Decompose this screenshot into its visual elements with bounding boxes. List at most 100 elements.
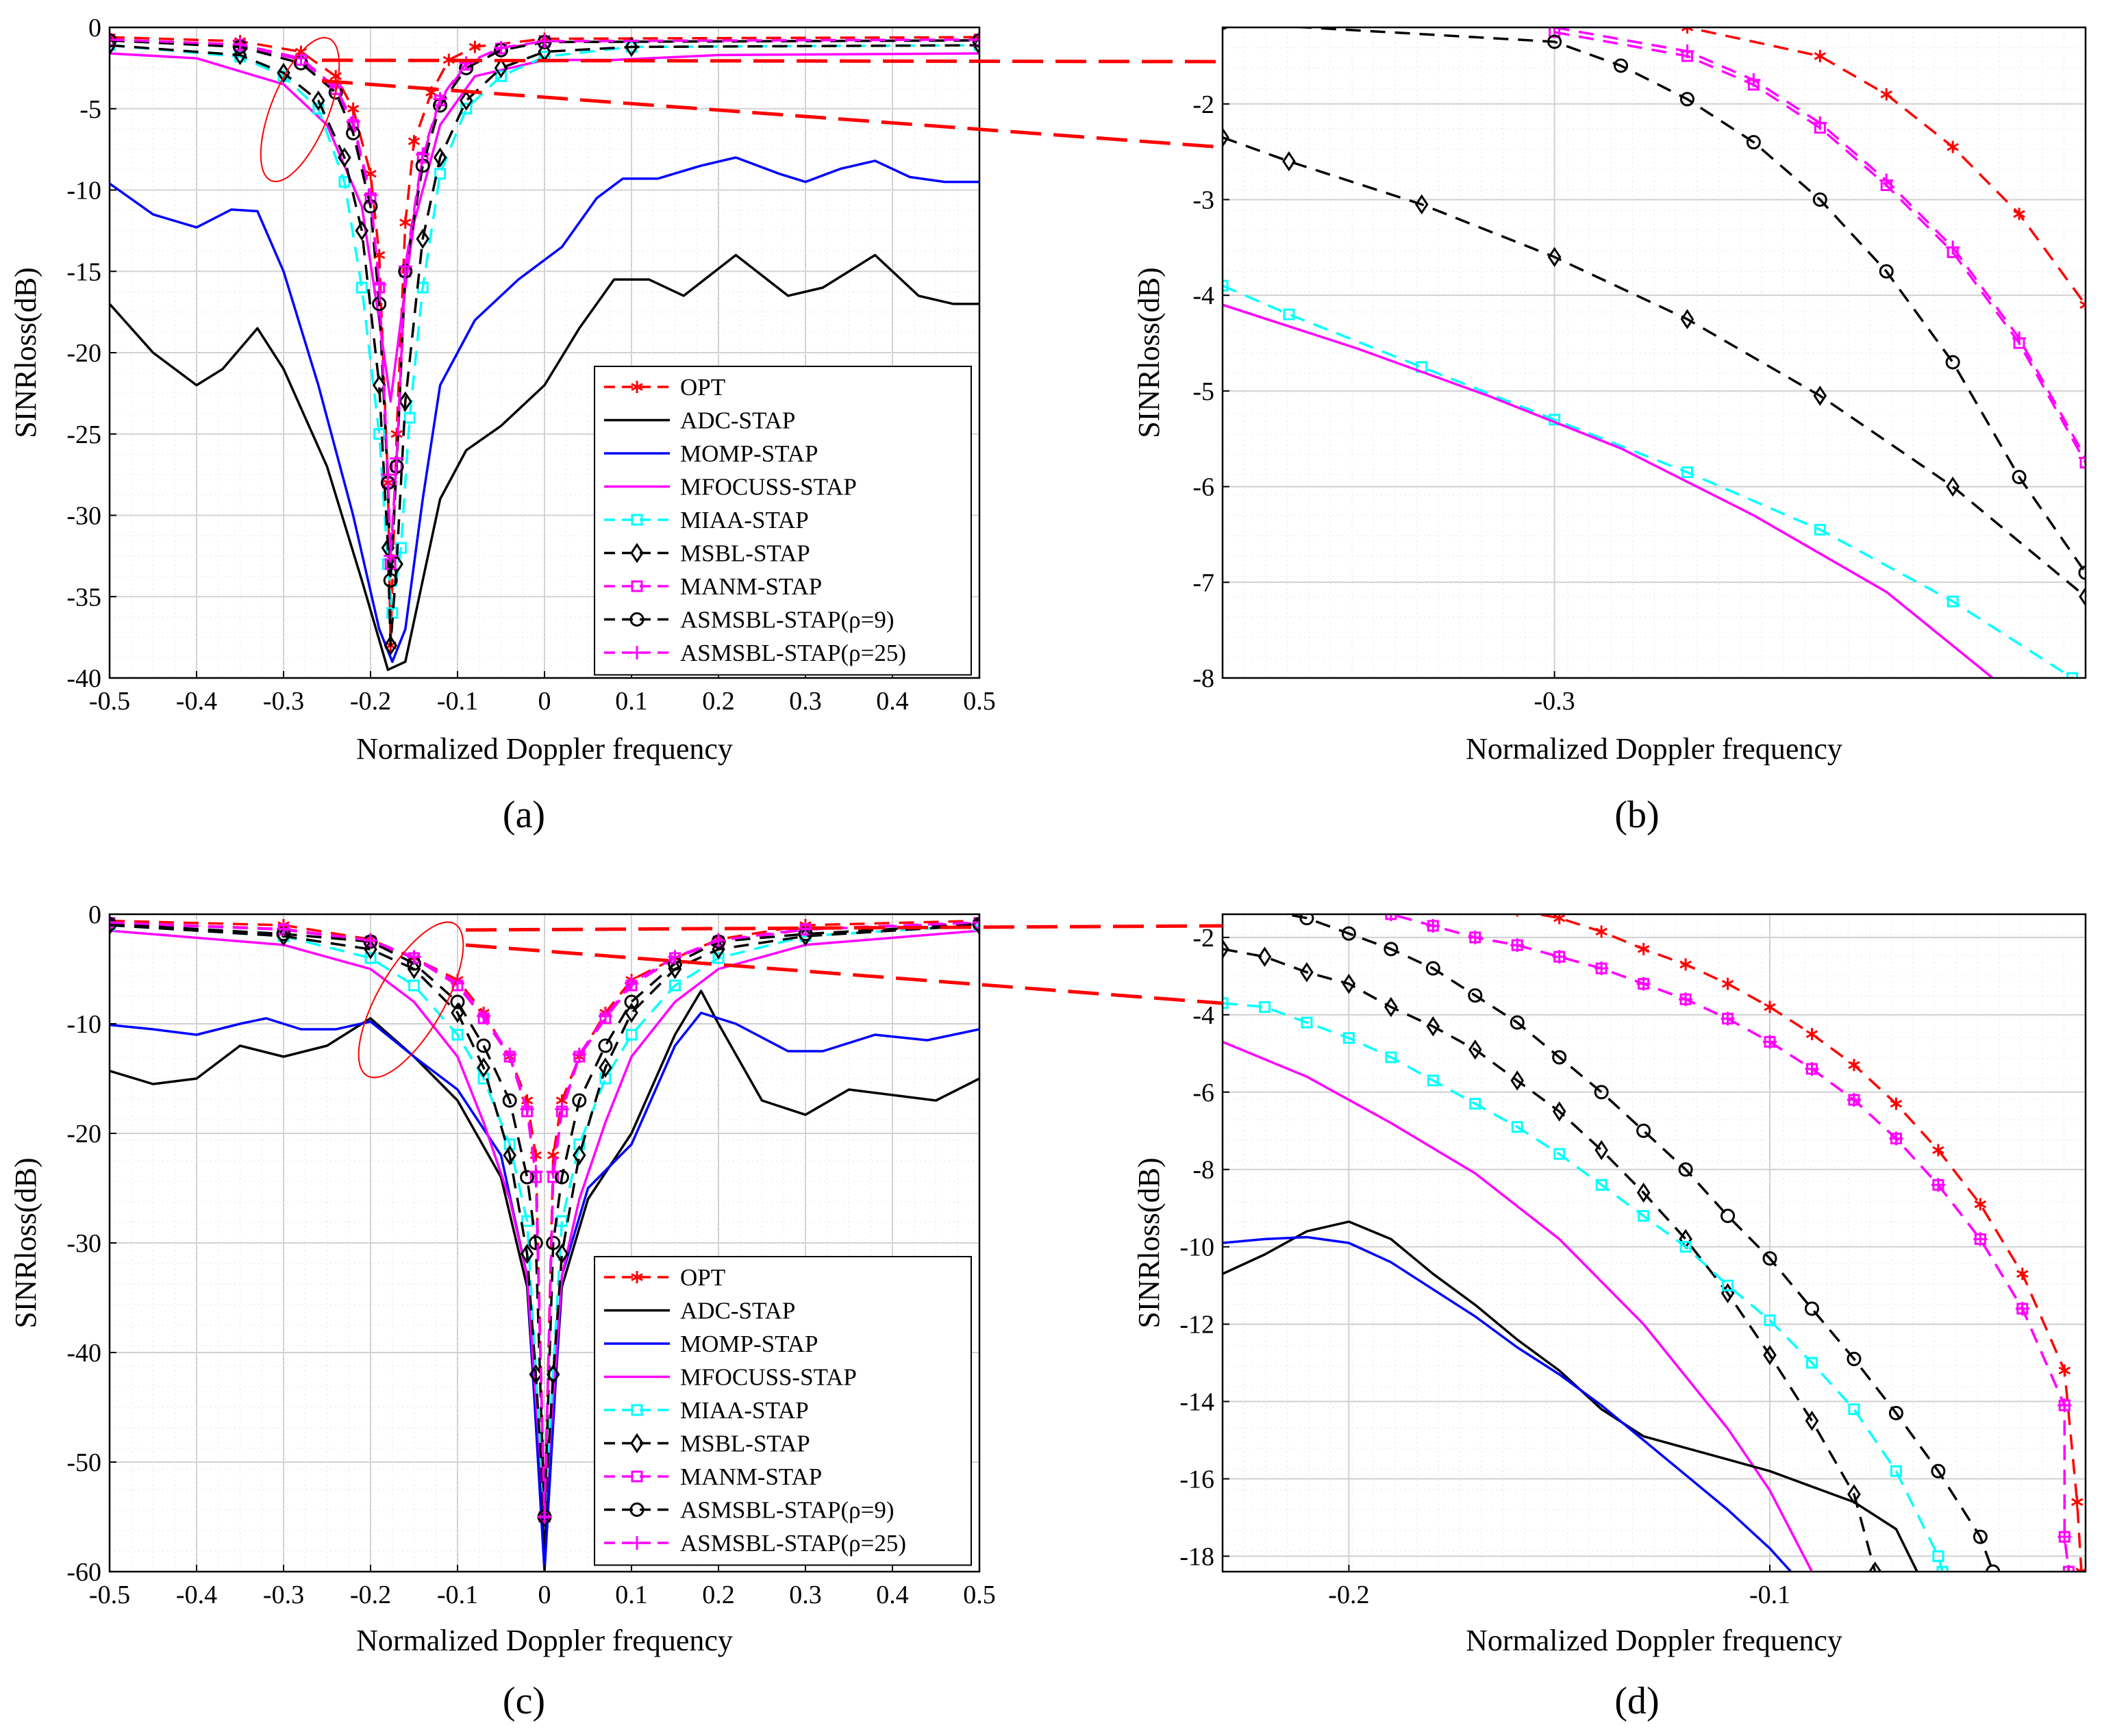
legend-label: ADC-STAP [680, 1298, 795, 1324]
series-msbl-stap [1223, 940, 1882, 1572]
series-line-asmsbl-stap-25 [110, 38, 979, 557]
x-tick-label: 0.5 [963, 1581, 996, 1609]
series-line-miaa-stap [1223, 284, 2073, 678]
legend-label: ASMSBL-STAP(ρ=9) [680, 1497, 894, 1524]
series-line-momp-stap [1223, 1235, 1792, 1572]
x-tick-label: -0.2 [350, 1581, 391, 1609]
panel-b: -0.3 -2 -3 -4 -5 -6 -7 -8 Normalized Doppler fr… [1132, 26, 2087, 836]
y-tick-label: -25 [66, 420, 101, 449]
x-tick-label: -0.1 [437, 687, 478, 716]
series-opt [1676, 27, 2086, 312]
legend-entry-msbl-stap: MSBL-STAP [604, 540, 810, 567]
data-point-asmsbl-stap-25 [1340, 914, 1357, 915]
panel-caption: (d) [1614, 1680, 1659, 1722]
y-tick-label: -8 [1192, 1156, 1214, 1185]
y-axis-label: SINRloss(dB) [1132, 267, 1166, 438]
legend-entry-momp-stap: MOMP-STAP [604, 440, 818, 467]
x-tick-label: -0.3 [1534, 687, 1575, 716]
series-momp-stap [110, 156, 979, 664]
x-tick-label: 0.1 [615, 1581, 648, 1609]
legend-label: MSBL-STAP [680, 1431, 810, 1457]
y-tick-label: -30 [66, 1229, 101, 1258]
series-msbl-stap [110, 36, 979, 655]
x-tick-label: 0.1 [615, 687, 648, 716]
zoom-connector-upper-c [465, 924, 1223, 932]
legend-label: MSBL-STAP [680, 540, 810, 567]
y-tick-label: -18 [1179, 1542, 1214, 1571]
series-line-adc-stap [110, 253, 979, 671]
y-tick-label: 0 [88, 14, 101, 42]
legend-entry-mfocuss-stap: MFOCUSS-STAP [604, 474, 857, 501]
y-tick-label: -30 [66, 502, 101, 531]
series-asmsbl-stap-25 [1340, 914, 2077, 1572]
x-axis-label: Normalized Doppler frequency [356, 1624, 733, 1657]
series-mfocuss-stap [1223, 1040, 1814, 1572]
y-tick-label: -12 [1179, 1311, 1214, 1339]
legend: OPT ADC-STAP MOMP-STAP MFOCUSS-STAP MIAA-STA… [594, 1256, 972, 1566]
zoom-connector-lower-c [465, 943, 1223, 1005]
x-tick-label: -0.4 [176, 1581, 217, 1609]
legend-entry-asmsbl-stap-25: ASMSBL-STAP(ρ=25) [604, 1530, 906, 1557]
series-line-opt [110, 36, 979, 647]
y-tick-label: -2 [1192, 90, 1214, 119]
x-tick-label: 0.3 [789, 687, 822, 716]
x-tick-label: -0.2 [350, 687, 391, 716]
series-manm-stap [1549, 27, 2086, 469]
series-line-msbl-stap [1223, 136, 2086, 599]
legend-entry-msbl-stap: MSBL-STAP [604, 1431, 810, 1457]
x-tick-label: -0.5 [89, 1581, 130, 1609]
x-tick-label: 0 [538, 1581, 551, 1609]
series-line-asmsbl-stap-9 [1284, 27, 2086, 574]
y-axis-label: SINRloss(dB) [1132, 1157, 1166, 1328]
legend-label: ADC-STAP [680, 407, 795, 434]
legend-label: MFOCUSS-STAP [680, 1364, 857, 1391]
series-asmsbl-stap-9 [1223, 27, 2086, 580]
series-line-momp-stap [110, 1011, 979, 1572]
legend-entry-asmsbl-stap-9: ASMSBL-STAP(ρ=9) [604, 1497, 894, 1524]
panel-caption: (a) [503, 794, 545, 836]
legend-label: MFOCUSS-STAP [680, 474, 857, 501]
legend-label: OPT [680, 1264, 725, 1291]
panel-c: -0.5 -0.4 -0.3 -0.2 -0.1 0 0.1 0.2 0.3 0.4 0.5 0 -10… [9, 901, 996, 1722]
y-tick-label: -5 [79, 95, 101, 124]
series-layer [110, 914, 979, 1572]
x-tick-label: -0.3 [263, 1581, 304, 1609]
legend-label: MANM-STAP [680, 1463, 822, 1490]
legend-entry-manm-stap: MANM-STAP [604, 573, 822, 600]
legend-box [594, 1256, 972, 1566]
series-momp-stap [1223, 1235, 1792, 1572]
zoom-connector-lower-a [321, 79, 1223, 149]
legend: OPT ADC-STAP MOMP-STAP MFOCUSS-STAP MIAA-STA… [594, 366, 972, 676]
y-tick-label: -40 [66, 1339, 101, 1368]
series-line-msbl-stap [110, 44, 979, 647]
legend-entry-mfocuss-stap: MFOCUSS-STAP [604, 1364, 857, 1391]
zoom-region-ellipse [358, 921, 464, 1079]
y-tick-label: 0 [88, 901, 101, 929]
legend-label: ASMSBL-STAP(ρ=25) [680, 640, 906, 666]
series-line-mfocuss-stap [1223, 1040, 1814, 1572]
series-opt [1510, 914, 2086, 1572]
x-tick-label: -0.5 [89, 687, 130, 716]
axes-frame [1221, 26, 2087, 679]
series-line-manm-stap [1554, 31, 2086, 465]
y-axis-label: SINRloss(dB) [9, 1157, 42, 1328]
legend-entry-adc-stap: ADC-STAP [604, 407, 795, 434]
x-tick-label: 0 [538, 687, 551, 716]
zoom-connectors [321, 58, 1223, 1005]
series-asmsbl-stap-25 [110, 32, 979, 564]
data-point-asmsbl-stap-9 [1238, 901, 1250, 913]
y-tick-label: -40 [66, 664, 101, 693]
series-line-opt [1531, 914, 2083, 1572]
legend-label: MIAA-STAP [680, 507, 809, 533]
y-tick-label: -7 [1192, 568, 1214, 597]
x-tick-label: -0.4 [176, 687, 217, 716]
y-tick-label: -14 [1179, 1388, 1214, 1417]
panel-d: -0.2 -0.1 -2 -4 -6 -8 -10 -12 -14 -16 -18 Normaliz… [1132, 901, 2087, 1722]
series-adc-stap [110, 253, 979, 671]
series-line-miaa-stap [1223, 1002, 1944, 1572]
x-tick-label: -0.2 [1328, 1581, 1369, 1609]
data-point-manm-stap [1344, 902, 1353, 911]
panel-a: -0.5 -0.4 -0.3 -0.2 -0.1 0 0.1 0.2 0.3 0.4 0.5 0 -5 -… [9, 14, 996, 836]
y-tick-label: -15 [66, 257, 101, 286]
